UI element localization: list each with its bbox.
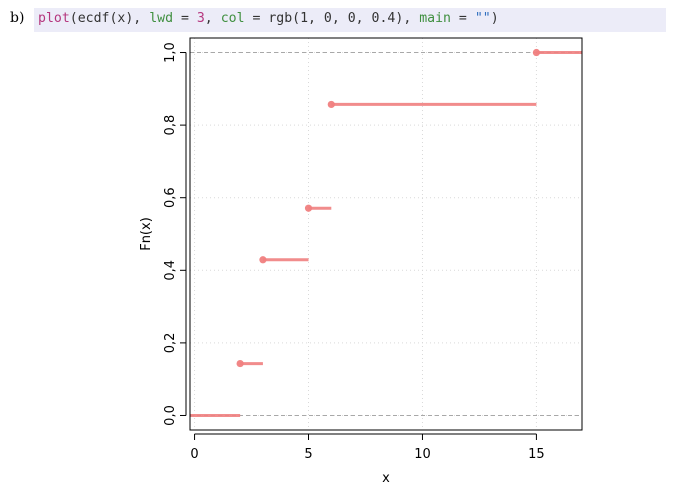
- code-eq: =: [450, 11, 475, 26]
- code-punct-close: ): [490, 11, 499, 26]
- code-punct-open: (: [69, 11, 78, 26]
- jump-point: [259, 256, 267, 264]
- code-arg-main: main: [419, 11, 451, 26]
- panel-label: b): [10, 10, 25, 26]
- code-inner-call: ecdf(x): [77, 11, 134, 26]
- code-block: [34, 8, 666, 32]
- plot-frame: [189, 37, 583, 431]
- code-function: plot: [38, 11, 70, 26]
- step-series: [190, 51, 582, 417]
- y-tick-label: 0,8: [163, 115, 178, 136]
- x-tick-label: 5: [304, 447, 312, 462]
- code-eq: =: [173, 11, 197, 26]
- jump-point: [327, 100, 335, 109]
- code-sep: ,: [204, 11, 221, 26]
- code-eq: =: [244, 11, 269, 26]
- jump-point: [532, 48, 541, 57]
- y-axis-title: Fn(x): [139, 217, 154, 251]
- code-value-main: "": [474, 11, 491, 26]
- y-tick-label: 0,0: [163, 405, 178, 426]
- x-axis-title: x: [382, 471, 390, 484]
- jump-point: [304, 204, 313, 212]
- x-tick-label: 10: [414, 447, 431, 462]
- grid: [190, 38, 582, 430]
- jump-point: [236, 359, 244, 368]
- y-tick-label: 1,0: [163, 42, 178, 63]
- code-value-lwd: 3: [196, 11, 205, 26]
- y-axis: 0,0 0,2 0,4 0,6 0,8 1,0: [163, 42, 187, 426]
- code-arg-col: col: [220, 11, 245, 26]
- y-tick-label: 0,4: [163, 260, 178, 281]
- code-line: plot(ecdf(x), lwd = 3, col = rgb(1, 0, 0…: [38, 11, 499, 26]
- jump-points: [236, 48, 541, 368]
- reference-lines: [190, 52, 582, 416]
- code-sep: ,: [133, 11, 150, 26]
- y-tick-label: 0,2: [163, 333, 178, 354]
- code-value-col: rgb(1, 0, 0, 0.4): [268, 11, 404, 26]
- x-tick-label: 0: [190, 447, 198, 462]
- y-tick-label: 0,6: [163, 187, 178, 208]
- code-arg-lwd: lwd: [149, 11, 174, 26]
- x-tick-label: 15: [528, 447, 545, 462]
- x-axis: 0 5 10 15: [190, 433, 545, 462]
- code-sep: ,: [403, 11, 420, 26]
